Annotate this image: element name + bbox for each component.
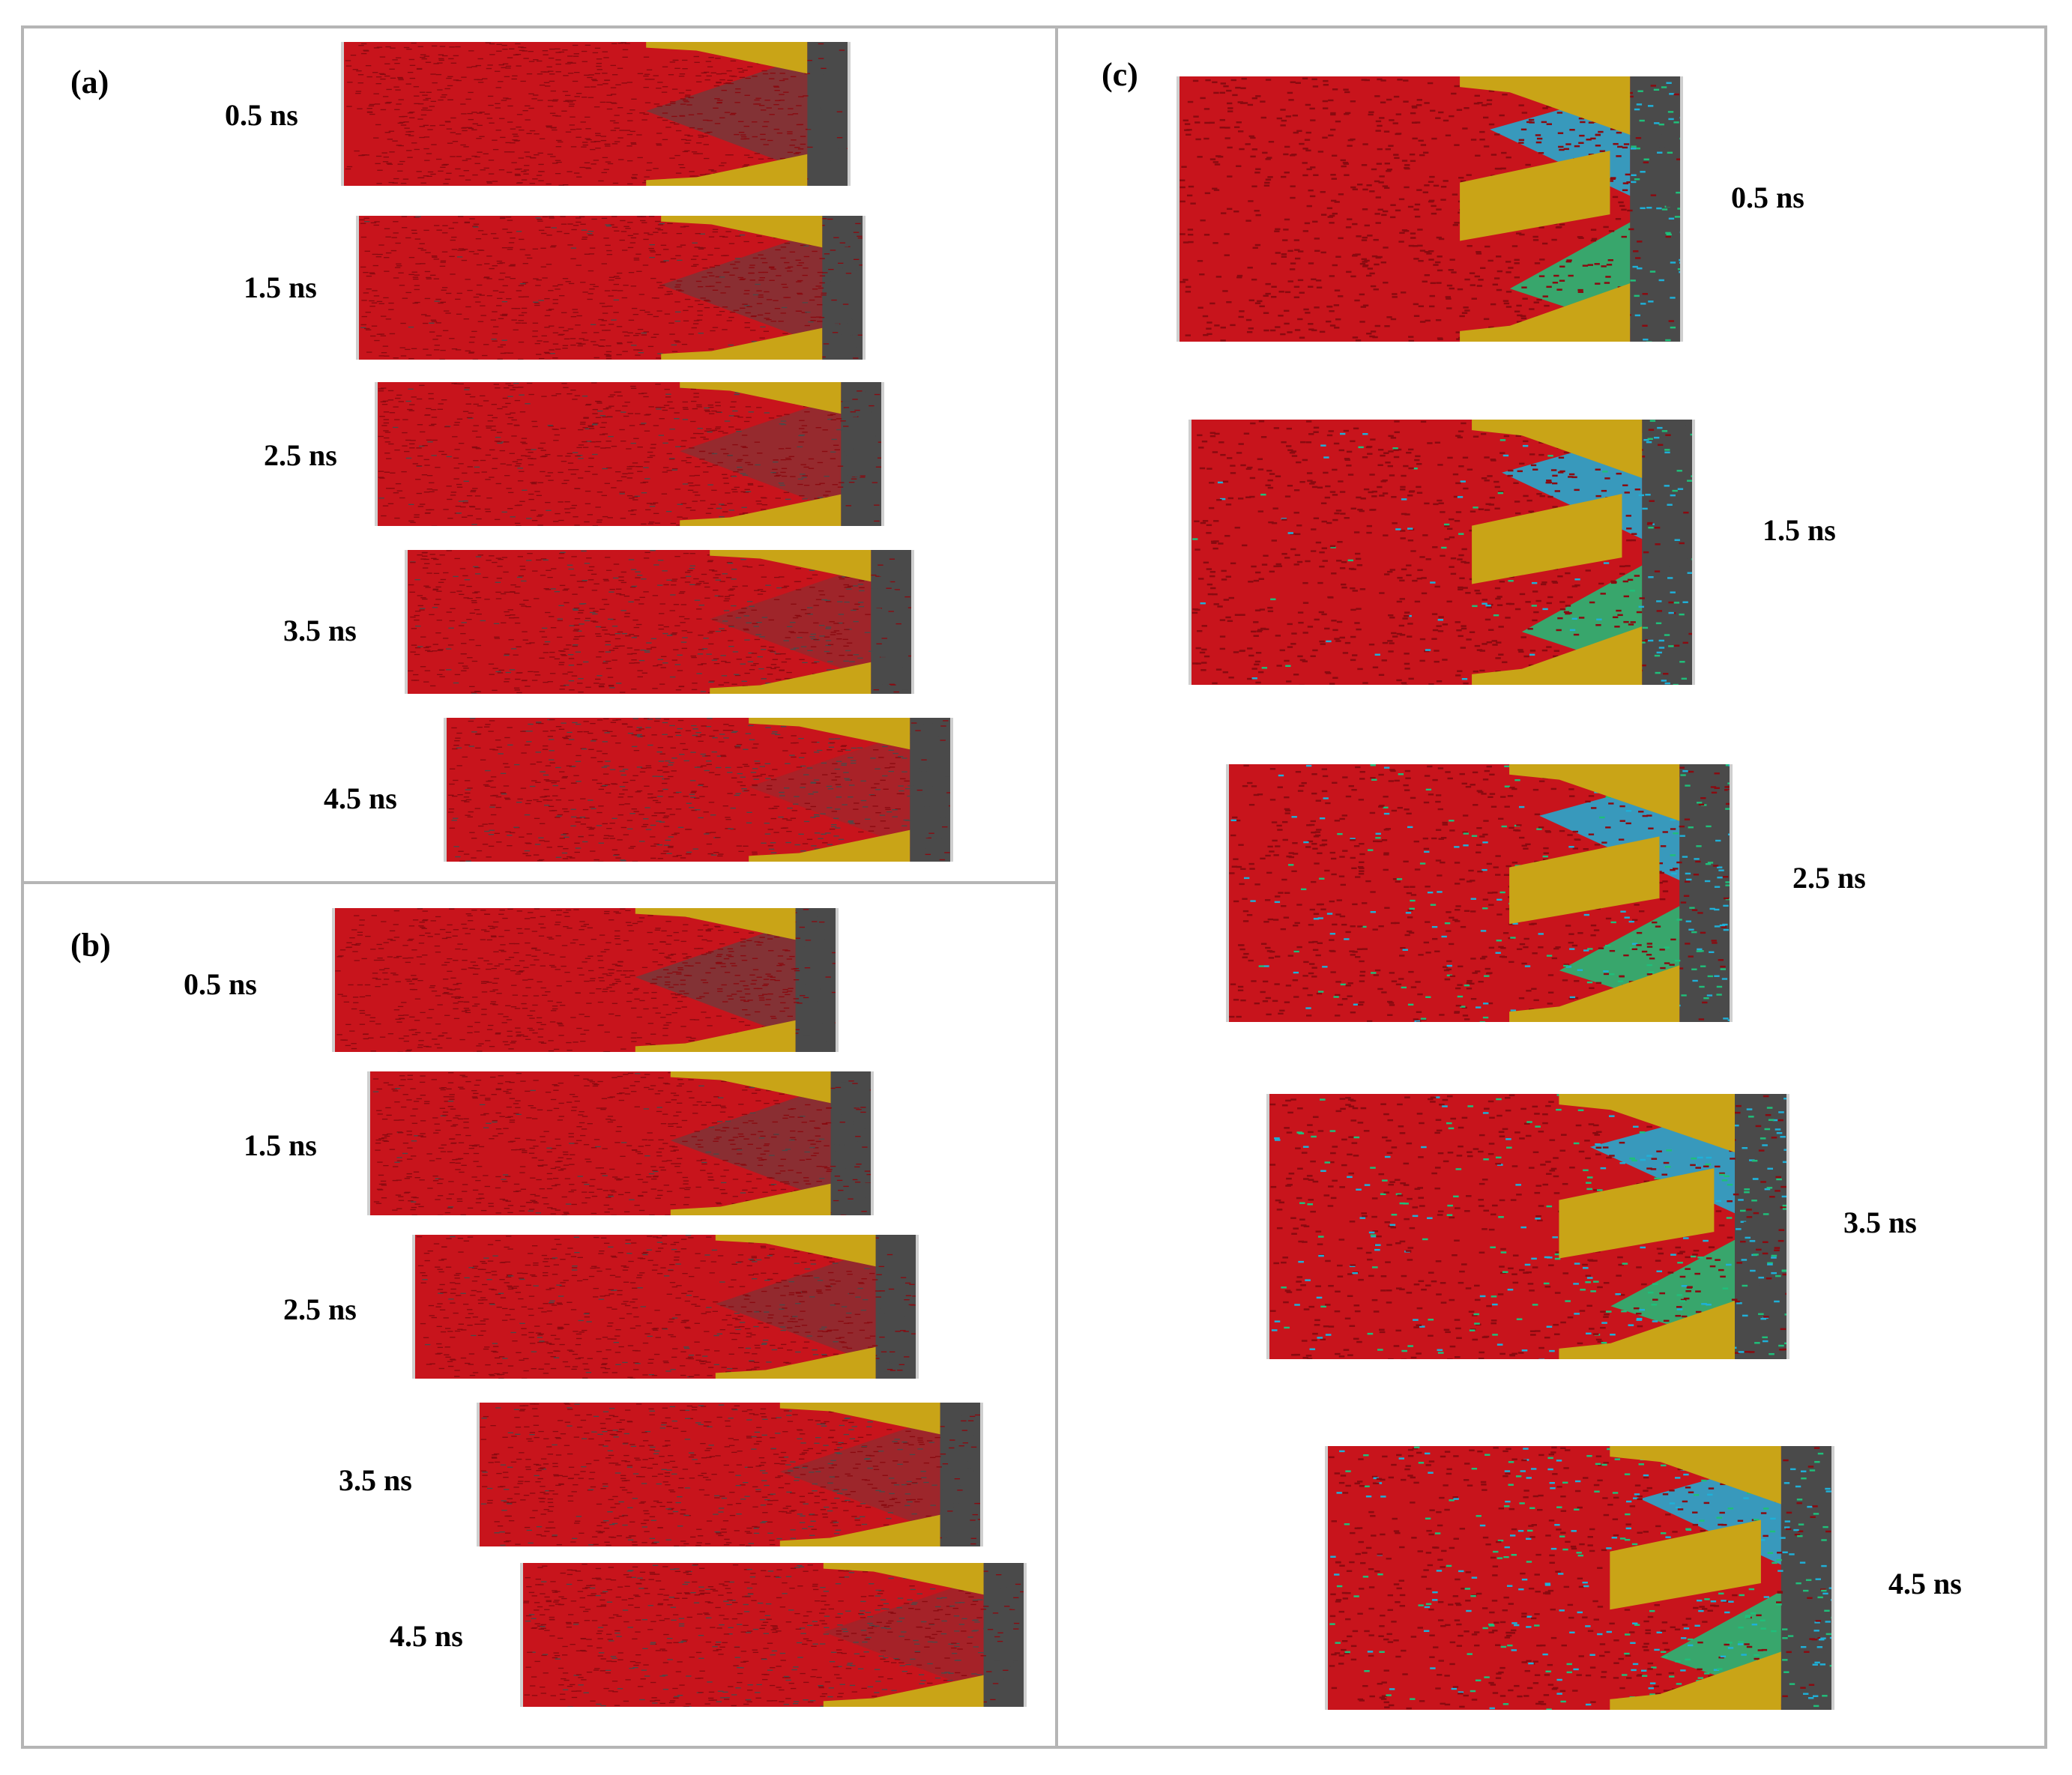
snapshot-a-2 [356, 216, 866, 360]
snapshot-b-3 [412, 1235, 919, 1379]
time-label-b-3: 2.5 ns [283, 1292, 357, 1326]
snapshot-graphic [1229, 764, 1730, 1022]
snapshot-graphic [1269, 1094, 1786, 1359]
time-label-a-2: 1.5 ns [244, 270, 317, 304]
snapshot-b-1 [332, 908, 839, 1052]
figure-frame [21, 25, 2047, 1749]
time-label-c-4: 3.5 ns [1843, 1206, 1917, 1239]
snapshot-b-2 [367, 1071, 874, 1215]
snapshot-c-3 [1226, 764, 1733, 1022]
time-label-a-5: 4.5 ns [324, 781, 397, 815]
panel-label-b: (b) [70, 927, 111, 964]
panel-label-c: (c) [1102, 56, 1138, 93]
time-label-c-5: 4.5 ns [1888, 1567, 1962, 1600]
snapshot-a-4 [405, 550, 914, 694]
snapshot-b-4 [477, 1403, 983, 1546]
panel-divider-vertical [1055, 25, 1058, 1749]
snapshot-graphic [447, 718, 950, 862]
time-label-c-1: 0.5 ns [1731, 181, 1804, 214]
time-label-b-2: 1.5 ns [244, 1128, 317, 1162]
snapshot-graphic [480, 1403, 980, 1546]
snapshot-a-1 [341, 42, 851, 186]
time-label-a-1: 0.5 ns [225, 98, 298, 132]
snapshot-graphic [1328, 1446, 1831, 1710]
time-label-a-3: 2.5 ns [264, 438, 337, 472]
snapshot-graphic [370, 1071, 871, 1215]
snapshot-graphic [359, 216, 863, 360]
snapshot-graphic [344, 42, 848, 186]
snapshot-c-4 [1266, 1094, 1789, 1359]
snapshot-graphic [335, 908, 836, 1052]
snapshot-a-5 [444, 718, 953, 862]
snapshot-graphic [1180, 76, 1680, 342]
time-label-a-4: 3.5 ns [283, 614, 357, 647]
snapshot-graphic [523, 1563, 1024, 1707]
snapshot-graphic [378, 382, 881, 526]
time-label-c-2: 1.5 ns [1763, 513, 1836, 547]
snapshot-graphic [408, 550, 911, 694]
snapshot-a-3 [375, 382, 884, 526]
panel-label-a: (a) [70, 64, 109, 100]
snapshot-c-1 [1177, 76, 1683, 342]
snapshot-c-2 [1188, 420, 1695, 685]
time-label-b-4: 3.5 ns [339, 1463, 412, 1497]
snapshot-b-5 [520, 1563, 1027, 1707]
panel-divider-horizontal [21, 881, 1057, 884]
snapshot-graphic [1191, 420, 1692, 685]
time-label-b-1: 0.5 ns [184, 967, 257, 1001]
time-label-b-5: 4.5 ns [390, 1619, 463, 1653]
time-label-c-3: 2.5 ns [1792, 861, 1866, 895]
snapshot-c-5 [1325, 1446, 1834, 1710]
snapshot-graphic [415, 1235, 916, 1379]
